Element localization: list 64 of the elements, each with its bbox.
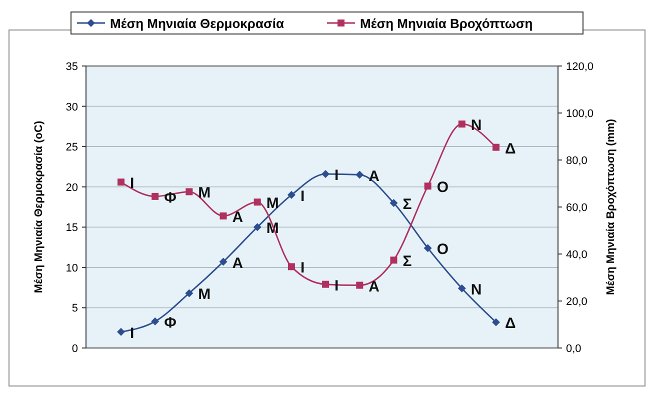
y2-tick-label: 40,0: [566, 249, 588, 261]
point: [356, 170, 364, 179]
data-label: Μ: [198, 184, 211, 202]
data-label: Α: [368, 168, 380, 185]
data-label: Μ: [198, 286, 211, 304]
y2-tick-label: 20,0: [566, 296, 588, 308]
data-label: Σ: [402, 196, 412, 213]
data-label: Ι: [334, 277, 339, 294]
point: [458, 120, 466, 128]
point: [287, 190, 296, 199]
y-tick-label: 20: [66, 182, 78, 194]
point: [118, 178, 124, 186]
point: [185, 289, 194, 298]
data-label: Α: [232, 254, 244, 272]
data-label: Ι: [300, 260, 305, 277]
point: [288, 263, 295, 270]
point: [253, 223, 262, 232]
point: [390, 256, 398, 264]
data-label: Ι: [130, 175, 134, 192]
y-tick-label: 10: [66, 262, 78, 274]
y-axis-title: Μέση Μηνιαία Θερμοκρασία (oC): [33, 120, 45, 294]
data-label: Δ: [505, 315, 516, 332]
point: [492, 144, 500, 151]
legend-label: Μέση Μηνιαία Θερμοκρασία: [110, 16, 284, 31]
y-tick-label: 0: [72, 343, 78, 355]
point: [254, 198, 261, 206]
point: [390, 198, 398, 207]
point: [424, 182, 432, 190]
point: [458, 284, 466, 292]
y2-tick-label: 60,0: [566, 202, 588, 214]
point: [151, 317, 160, 326]
y2-axis-title: Μέση Μηνιαία Βροχόπτωση (mm): [605, 118, 617, 296]
data-label: Μ: [266, 195, 279, 212]
data-label: Ι: [334, 166, 339, 184]
data-label: Ο: [436, 179, 449, 196]
y-tick-label: 35: [66, 61, 78, 73]
point: [220, 212, 227, 220]
point: [424, 244, 432, 252]
y2-tick-label: 80,0: [566, 155, 588, 167]
data-label: Ι: [300, 188, 305, 205]
data-label: Ι: [130, 324, 134, 342]
y-tick-label: 25: [66, 142, 78, 154]
data-label: Φ: [164, 314, 176, 332]
point: [152, 192, 159, 200]
y2-tick-label: 0,0: [566, 343, 582, 355]
y2-tick-label: 100,0: [566, 108, 594, 120]
legend-label: Μέση Μηνιαία Βροχόπτωση: [360, 16, 533, 31]
data-label: Δ: [505, 140, 516, 158]
data-label: Α: [232, 208, 244, 226]
point: [186, 188, 193, 196]
point: [356, 282, 364, 289]
y-tick-label: 15: [66, 222, 78, 234]
y2-tick-label: 120,0: [566, 61, 594, 73]
point: [492, 318, 500, 326]
point: [117, 328, 125, 336]
data-label: Ο: [436, 241, 449, 258]
point: [322, 280, 330, 288]
data-label: Σ: [402, 253, 412, 270]
point: [322, 170, 330, 178]
y-tick-label: 5: [72, 302, 78, 315]
y-tick-label: 30: [66, 101, 78, 114]
data-label: Ν: [470, 281, 482, 298]
point: [219, 258, 228, 266]
data-label: Α: [368, 278, 380, 296]
